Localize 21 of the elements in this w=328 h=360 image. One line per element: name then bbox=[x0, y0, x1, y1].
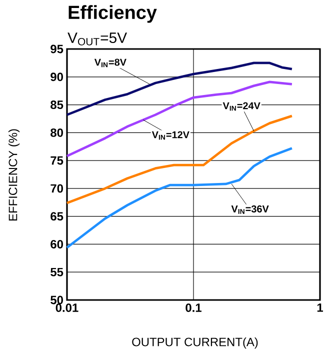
y-tick-label: 75 bbox=[50, 156, 64, 165]
y-tick-label: 90 bbox=[50, 72, 63, 82]
annotation: V$_{IN}$=36V bbox=[231, 205, 269, 214]
y-tick-label: 65 bbox=[50, 212, 64, 221]
chart-title: Efficiency bbox=[68, 5, 157, 23]
x-tick-label: 1 bbox=[317, 304, 323, 312]
y-tick-label: 60 bbox=[50, 240, 63, 248]
annotation: V$_{IN}$=8V bbox=[94, 58, 126, 68]
x-tick-label: 0.01 bbox=[56, 304, 78, 312]
y-tick-label: 55 bbox=[50, 268, 64, 276]
y-axis-title: EFFICIENCY (%) bbox=[8, 129, 20, 221]
chart-subtitle: V$_{OUT}$=5V bbox=[68, 32, 127, 46]
y-tick-label: 85 bbox=[50, 100, 64, 109]
y-tick-label: 80 bbox=[50, 128, 63, 137]
y-tick-label: 70 bbox=[50, 184, 63, 193]
y-tick-label: 50 bbox=[50, 296, 63, 304]
x-axis-title: OUTPUT CURRENT(A) bbox=[132, 337, 258, 349]
annotation: V$_{IN}$=12V bbox=[152, 131, 190, 140]
y-tick-label: 95 bbox=[50, 44, 64, 54]
x-tick-label: 0.1 bbox=[186, 304, 202, 312]
annotation: V$_{IN}$=24V bbox=[222, 102, 260, 111]
